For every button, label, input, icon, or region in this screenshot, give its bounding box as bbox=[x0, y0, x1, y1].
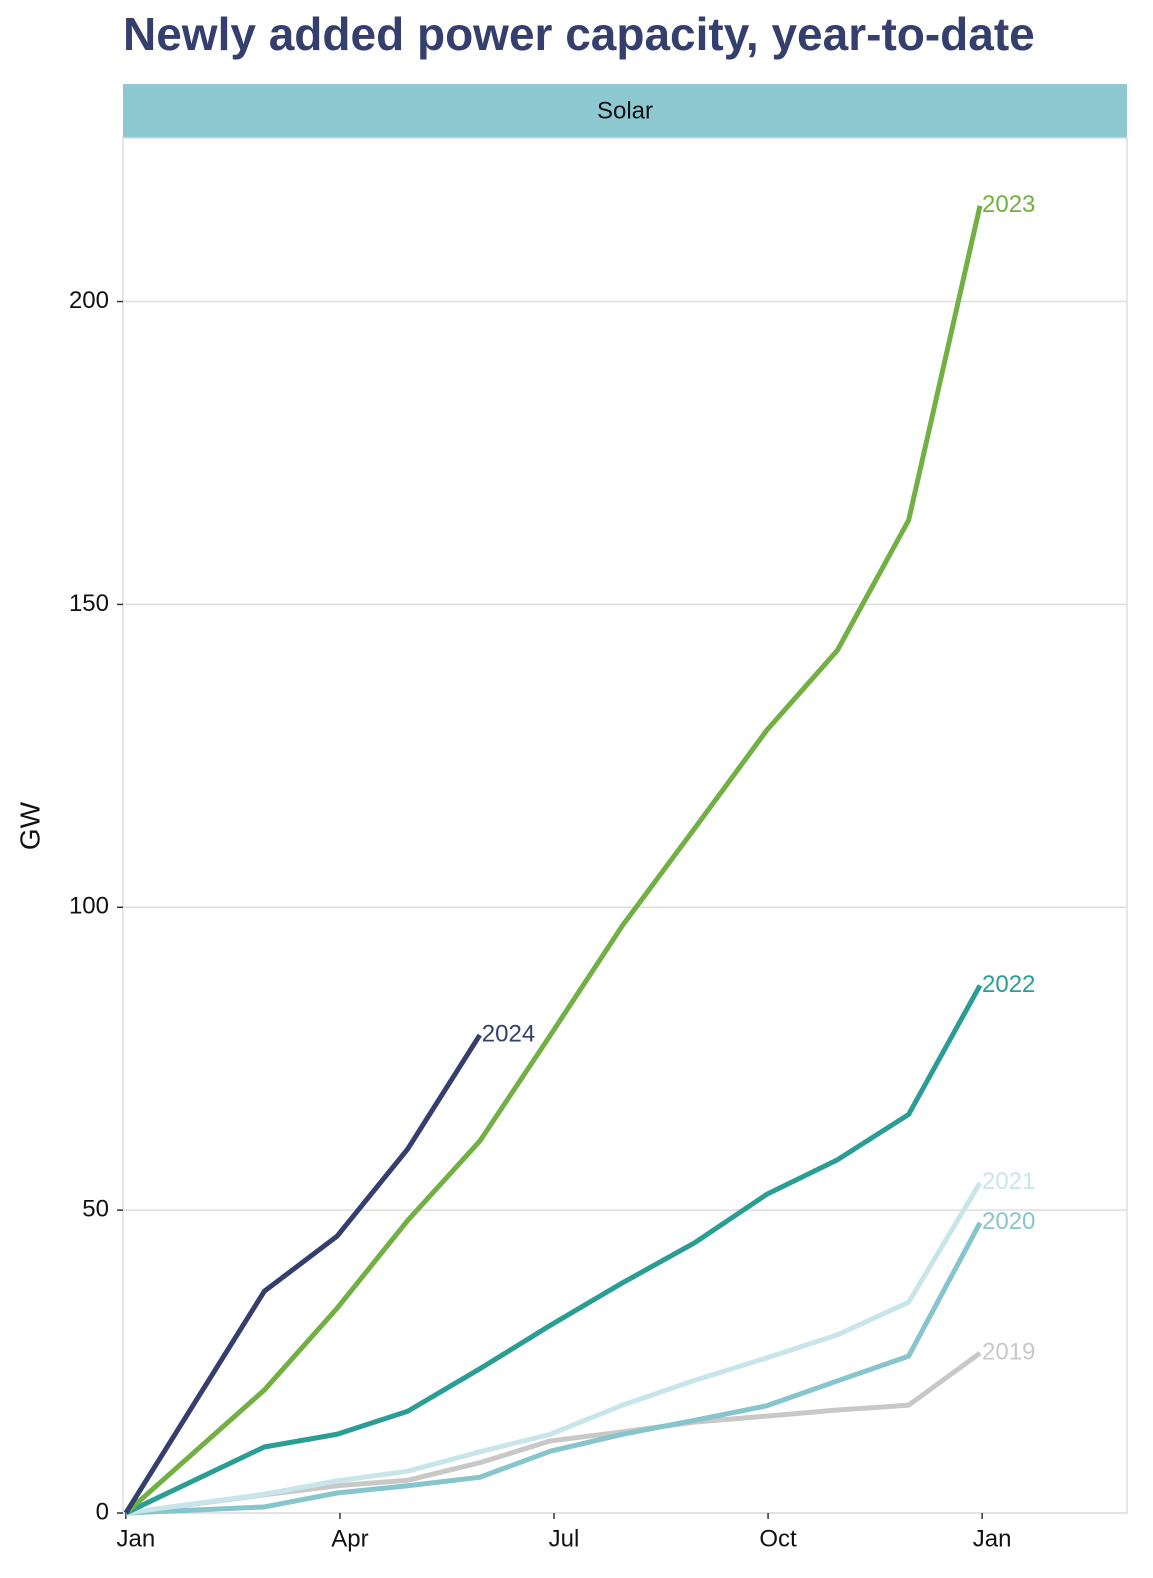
series-label: 2022 bbox=[982, 971, 1035, 998]
panel-border bbox=[122, 137, 1128, 1514]
series-label: 2021 bbox=[982, 1168, 1035, 1195]
series-line bbox=[125, 1351, 982, 1516]
x-tick-label: Jul bbox=[549, 1525, 580, 1552]
x-tick-label: Jan bbox=[973, 1525, 1012, 1552]
y-tick-label: 50 bbox=[82, 1195, 109, 1222]
series-line bbox=[124, 984, 983, 1516]
y-tick-label: 200 bbox=[69, 287, 109, 314]
facet-label: Solar bbox=[597, 97, 653, 124]
series-label: 2019 bbox=[982, 1338, 1035, 1365]
chart-title: Newly added power capacity, year-to-date bbox=[123, 8, 1035, 60]
y-tick-label: 100 bbox=[69, 893, 109, 920]
series-label: 2023 bbox=[982, 191, 1035, 218]
y-axis-label: GW bbox=[14, 801, 45, 850]
series-line bbox=[124, 205, 983, 1515]
series-label: 2020 bbox=[982, 1208, 1035, 1235]
y-tick-label: 0 bbox=[96, 1498, 109, 1525]
y-tick-label: 150 bbox=[69, 590, 109, 617]
series-label: 2024 bbox=[482, 1020, 535, 1047]
x-tick-label: Jan bbox=[117, 1525, 156, 1552]
series-line bbox=[125, 1221, 983, 1516]
facet-strip bbox=[123, 84, 1127, 138]
series-line bbox=[125, 1181, 983, 1516]
series-line bbox=[123, 1033, 482, 1515]
x-tick-label: Oct bbox=[759, 1525, 797, 1552]
x-tick-label: Apr bbox=[331, 1525, 368, 1552]
